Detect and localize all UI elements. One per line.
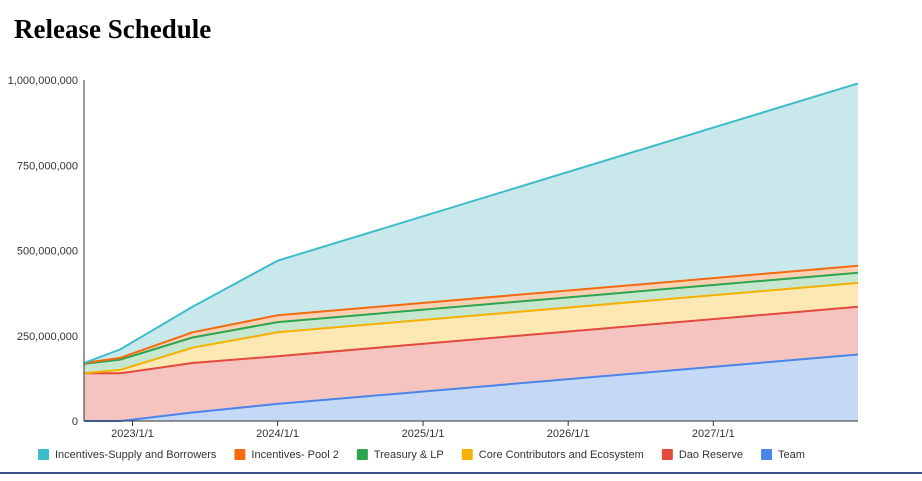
series-line-treasury-lp: [83, 271, 859, 365]
legend-label: Incentives-Supply and Borrowers: [55, 449, 217, 461]
legend-label: Dao Reserve: [679, 449, 743, 461]
legend-item-incentives-supply-and-borrowers: Incentives-Supply and Borrowers: [38, 449, 217, 461]
area-dao-reserve: [84, 306, 858, 421]
legend-item-incentives-pool-2: Incentives- Pool 2: [234, 449, 339, 461]
legend-item-treasury-lp: Treasury & LP: [356, 449, 444, 461]
series-line-dao-reserve: [84, 305, 859, 375]
x-tick-label: 2026/1/1: [547, 428, 590, 440]
y-tick-label: 750,000,000: [17, 160, 78, 172]
legend-swatch: [38, 449, 49, 460]
area-incentives-pool-2: [84, 265, 858, 364]
y-axis-ticks: 0 250,000,000 500,000,000 750,000,000 1,000,…: [8, 75, 78, 428]
legend-label: Core Contributors and Ecosystem: [479, 449, 644, 461]
legend-label: Incentives- Pool 2: [251, 449, 338, 461]
legend-item-core-contributors-and-ecosystem: Core Contributors and Ecosystem: [461, 449, 644, 461]
legend: Incentives-Supply and Borrowers Incentive…: [38, 449, 805, 461]
x-axis-ticks: 2023/1/1 2024/1/1 2025/1/1 2026/1/1 2027/1/1: [111, 421, 735, 440]
chart-title: Release Schedule: [14, 14, 212, 44]
y-tick-label: 250,000,000: [17, 331, 78, 343]
y-tick-label: 0: [72, 416, 78, 428]
legend-swatch: [461, 449, 473, 460]
line-layer: [83, 82, 859, 422]
x-tick-label: 2024/1/1: [256, 428, 299, 440]
legend-swatch: [661, 449, 673, 460]
area-treasury-lp: [84, 272, 858, 374]
series-line-incentives-supply-and-borrowers: [83, 82, 859, 364]
legend-item-team: Team: [761, 449, 805, 461]
legend-swatch: [234, 449, 246, 460]
x-tick-label: 2023/1/1: [111, 428, 154, 440]
area-incentives-supply-and-borrowers: [84, 83, 858, 364]
legend-item-dao-reserve: Dao Reserve: [661, 449, 743, 461]
series-line-incentives-pool-2: [83, 264, 859, 364]
legend-label: Team: [778, 449, 805, 461]
legend-swatch: [761, 449, 773, 460]
series-line-core-contributors-and-ecosystem: [83, 281, 859, 375]
x-tick-label: 2025/1/1: [402, 428, 445, 440]
area-core-contributors-and-ecosystem: [84, 282, 858, 374]
legend-label: Treasury & LP: [374, 449, 444, 461]
bottom-divider: [0, 472, 922, 474]
y-tick-label: 1,000,000,000: [8, 75, 78, 87]
area-layer: [84, 83, 858, 421]
x-tick-label: 2027/1/1: [692, 428, 735, 440]
y-tick-label: 500,000,000: [17, 246, 78, 258]
legend-swatch: [356, 449, 368, 460]
